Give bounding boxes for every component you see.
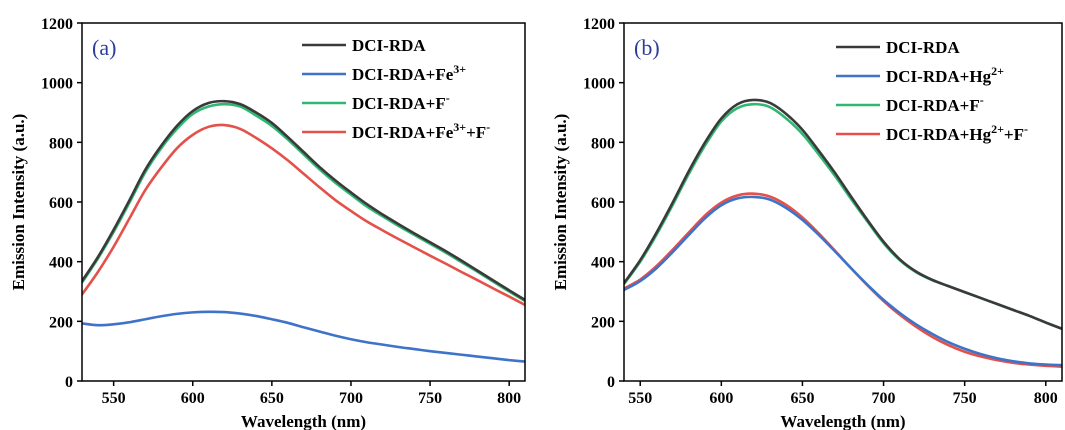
legend-label-text: DCI-RDA bbox=[886, 38, 960, 57]
x-tick-label: 800 bbox=[1034, 390, 1058, 407]
y-tick-label: 1000 bbox=[583, 76, 615, 93]
legend-entry: DCI-RDA+Hg2+​ bbox=[836, 64, 1004, 86]
legend-label-superscript: 3+ bbox=[453, 120, 466, 134]
x-tick-label: 550 bbox=[102, 390, 126, 407]
legend-label-superscript: - bbox=[446, 91, 450, 105]
legend-label-superscript: - bbox=[1024, 122, 1028, 136]
legend-label-text: DCI-RDA+Hg bbox=[886, 125, 992, 144]
x-tick-label: 550 bbox=[628, 390, 652, 407]
legend-entry: DCI-RDA+Fe3+​+F-​ bbox=[302, 120, 490, 142]
panel-label: (b) bbox=[634, 35, 660, 60]
y-tick-label: 1200 bbox=[583, 16, 615, 33]
y-axis-title: Emission Intensity (a.u.) bbox=[9, 114, 28, 291]
legend: DCI-RDA DCI-RDA+Hg2+​ DCI-RDA+F-​ DCI-RDA+H… bbox=[836, 38, 1028, 144]
series-line-dci-rda bbox=[82, 99, 525, 302]
series-group bbox=[624, 98, 1062, 368]
x-tick-label: 650 bbox=[260, 390, 284, 407]
y-tick-label: 1200 bbox=[41, 16, 73, 33]
y-axis-title: Emission Intensity (a.u.) bbox=[551, 114, 570, 291]
legend-label-superscript: 3+ bbox=[453, 62, 466, 76]
x-tick-label: 650 bbox=[790, 390, 814, 407]
legend-label: DCI-RDA+F-​ bbox=[886, 93, 984, 115]
x-axis-title: Wavelength (nm) bbox=[780, 412, 905, 430]
x-tick-label: 600 bbox=[181, 390, 205, 407]
legend-label: DCI-RDA+Fe3+​ bbox=[352, 62, 466, 84]
legend-label: DCI-RDA+Fe3+​+F-​ bbox=[352, 120, 490, 142]
x-tick-label: 600 bbox=[709, 390, 733, 407]
y-tick-label: 200 bbox=[591, 314, 615, 331]
series-line-dci-rda-hg2-f bbox=[624, 192, 1062, 368]
y-tick-label: 0 bbox=[607, 374, 615, 391]
series-group bbox=[82, 99, 525, 363]
series-line-dci-rda-fe3 bbox=[82, 310, 525, 363]
legend-label-text: +F bbox=[1004, 125, 1024, 144]
y-tick-label: 800 bbox=[591, 135, 615, 152]
legend-label-superscript: 2+ bbox=[991, 64, 1004, 78]
series-line-dci-rda-hg2 bbox=[624, 195, 1062, 367]
x-tick-label: 800 bbox=[497, 390, 521, 407]
legend-label-text: DCI-RDA bbox=[352, 36, 426, 55]
y-tick-label: 600 bbox=[49, 195, 73, 212]
panel-b: 550 600 650 700 750 800 0 200 400 600 800 1000 1200 W… bbox=[551, 16, 1063, 430]
legend-label-text: DCI-RDA+F bbox=[352, 94, 446, 113]
legend-label-superscript: 2+ bbox=[991, 122, 1004, 136]
series-line-dci-rda-fe3-f bbox=[82, 123, 525, 307]
x-tick-label: 750 bbox=[418, 390, 442, 407]
legend-label: DCI-RDA bbox=[352, 36, 426, 55]
legend: DCI-RDADCI-RDA+Fe3+​DCI-RDA+F-​DCI-RDA+F… bbox=[302, 36, 490, 142]
legend-entry: DCI-RDA+Hg2+​+F-​ bbox=[836, 122, 1028, 144]
legend-label-text: DCI-RDA+Hg bbox=[886, 67, 992, 86]
legend-label-text: +F bbox=[466, 123, 486, 142]
y-tick-label: 400 bbox=[49, 255, 73, 272]
y-tick-label: 200 bbox=[49, 314, 73, 331]
y-tick-label: 0 bbox=[65, 374, 73, 391]
x-tick-label: 700 bbox=[339, 390, 363, 407]
legend-label-text: DCI-RDA+F bbox=[886, 96, 980, 115]
legend-label: DCI-RDA+Hg2+​ bbox=[886, 64, 1004, 86]
panel-label: (a) bbox=[92, 35, 116, 60]
legend-entry: DCI-RDA+F-​ bbox=[302, 91, 450, 113]
legend-entry: DCI-RDA bbox=[836, 38, 960, 57]
legend-label-text: DCI-RDA+Fe bbox=[352, 123, 454, 142]
legend-entry: DCI-RDA bbox=[302, 36, 426, 55]
x-axis-title: Wavelength (nm) bbox=[241, 412, 366, 430]
y-tick-label: 1000 bbox=[41, 76, 73, 93]
y-tick-label: 400 bbox=[591, 255, 615, 272]
x-tick-label: 700 bbox=[872, 390, 896, 407]
legend-entry: DCI-RDA+F-​ bbox=[836, 93, 984, 115]
legend-label-superscript: - bbox=[486, 120, 490, 134]
series-line-dci-rda bbox=[624, 98, 1062, 331]
legend-entry: DCI-RDA+Fe3+​ bbox=[302, 62, 466, 84]
legend-label: DCI-RDA+F-​ bbox=[352, 91, 450, 113]
x-tick-label: 750 bbox=[953, 390, 977, 407]
legend-label-superscript: - bbox=[980, 93, 984, 107]
series-line-dci-rda-f bbox=[624, 102, 1062, 331]
legend-label: DCI-RDA bbox=[886, 38, 960, 57]
legend-label-text: DCI-RDA+Fe bbox=[352, 65, 454, 84]
panel-a: 550 600 650 700 750 800 0 200 400 600 800 1000 1200 W… bbox=[9, 16, 526, 430]
y-tick-label: 600 bbox=[591, 195, 615, 212]
legend-label: DCI-RDA+Hg2+​+F-​ bbox=[886, 122, 1028, 144]
y-tick-label: 800 bbox=[49, 135, 73, 152]
